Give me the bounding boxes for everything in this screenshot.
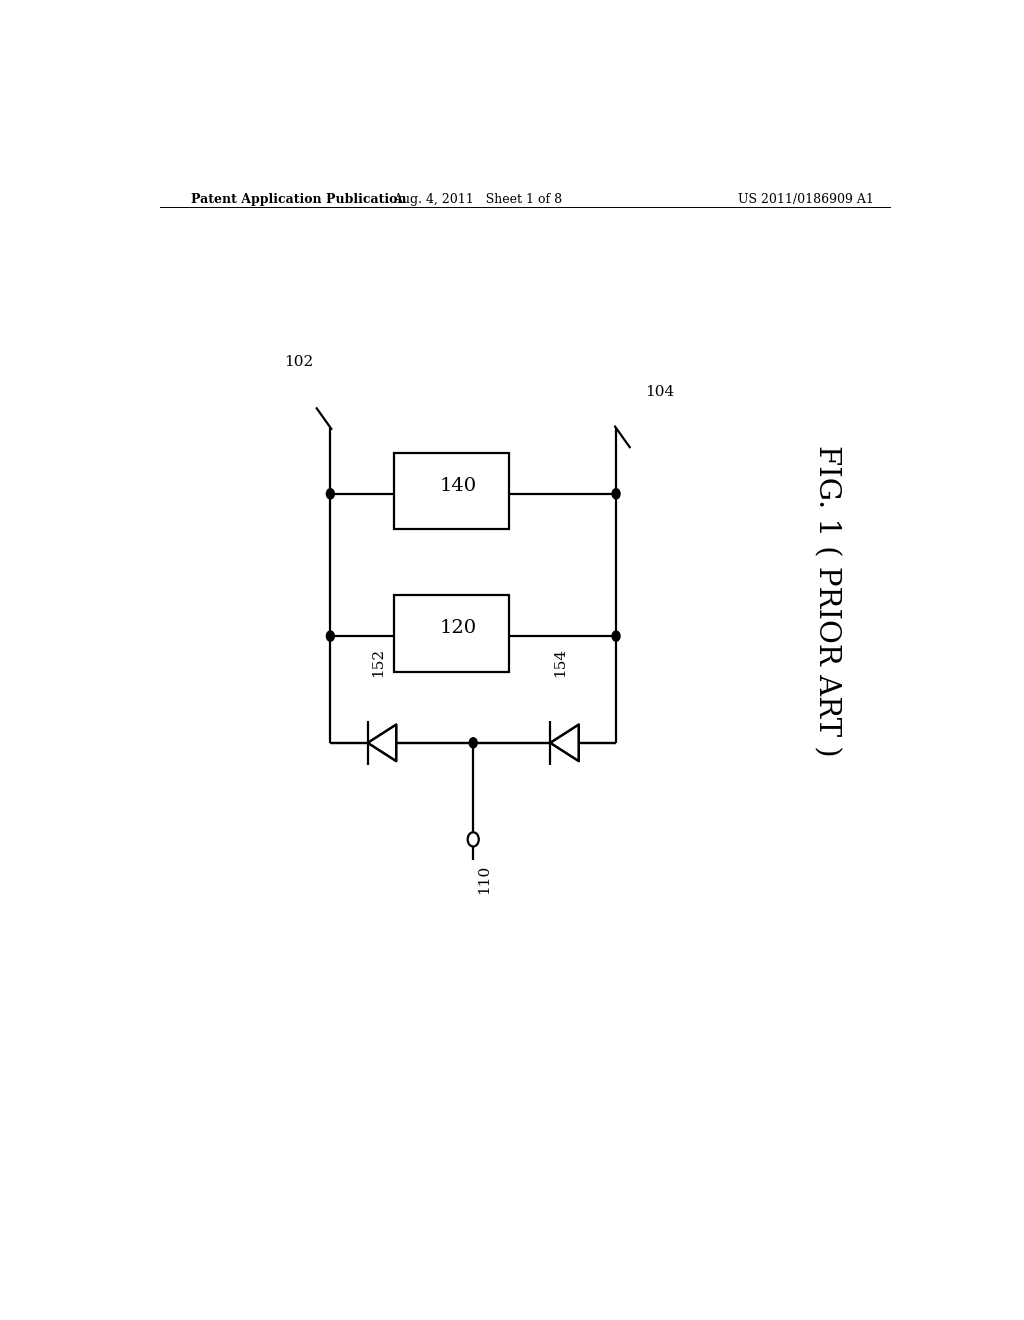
Bar [394,595,509,672]
Text: 140: 140 [439,478,476,495]
Text: 120: 120 [439,619,476,638]
Text: 110: 110 [477,865,492,894]
Circle shape [612,631,621,642]
Text: 104: 104 [645,385,675,399]
Bar [394,453,509,529]
Circle shape [327,488,335,499]
Text: Aug. 4, 2011   Sheet 1 of 8: Aug. 4, 2011 Sheet 1 of 8 [392,193,562,206]
Circle shape [612,488,621,499]
Polygon shape [550,725,579,762]
Polygon shape [368,725,396,762]
Circle shape [469,738,477,748]
Text: FIG. 1 ( PRIOR ART ): FIG. 1 ( PRIOR ART ) [812,445,841,756]
Text: 102: 102 [284,355,313,368]
Text: Patent Application Publication: Patent Application Publication [191,193,407,206]
Text: 154: 154 [554,648,567,677]
Text: US 2011/0186909 A1: US 2011/0186909 A1 [738,193,873,206]
Circle shape [327,631,335,642]
Text: 152: 152 [371,648,385,677]
